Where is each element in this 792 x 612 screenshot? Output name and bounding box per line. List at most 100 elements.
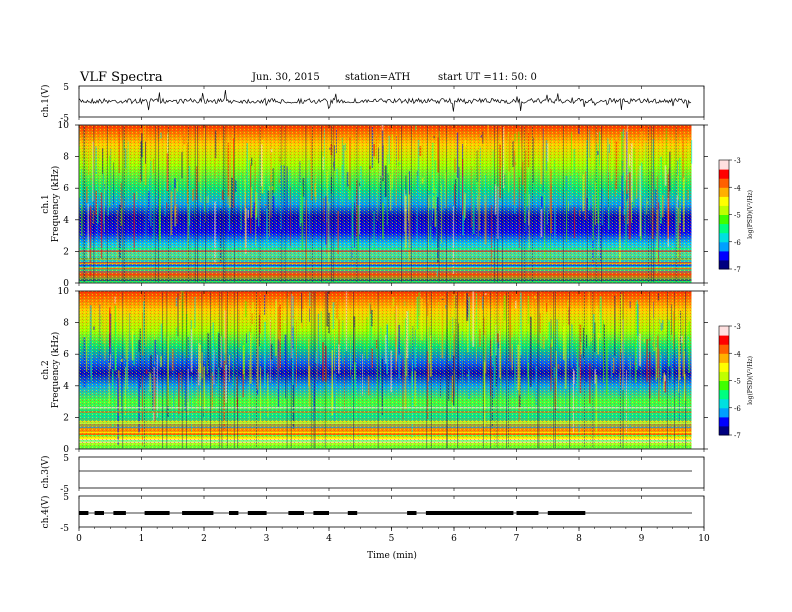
- ch1-tick-bottom: -5: [60, 114, 69, 124]
- colorbar-label: log(PSD)(V²/Hz): [747, 190, 754, 239]
- ch4-pulse: [547, 511, 586, 515]
- ch3-waveform-ylabel: ch.3(V): [40, 456, 51, 489]
- colorbar-swatch: [719, 326, 729, 336]
- ticks1-label: 10: [58, 121, 70, 131]
- colorbar-swatch: [719, 205, 729, 215]
- colorbar-tick-label: -5: [734, 378, 741, 386]
- colorbar-swatch: [719, 416, 729, 427]
- ch2-channel-label: ch.2: [41, 360, 51, 379]
- ch2-spectrogram-panel: 10 8 6 4 2 0 ch.2 Frequency (kHz): [41, 287, 708, 455]
- colorbar-swatch: [719, 223, 729, 234]
- colorbar-tick-label: -4: [734, 184, 741, 192]
- colorbar-tick-label: -3: [734, 323, 741, 331]
- colorbar-tick-label: -6: [734, 405, 741, 413]
- colorbar-swatch: [719, 389, 729, 400]
- ch3-tick-top: 5: [63, 454, 69, 464]
- colorbar-swatch: [719, 425, 729, 436]
- ticks1-label: 4: [63, 216, 69, 226]
- colorbar-swatch: [719, 214, 729, 225]
- ch2-frequency-ylabel: Frequency (kHz): [50, 332, 61, 409]
- colorbar-swatch: [719, 196, 729, 206]
- ch4-pulse: [347, 511, 358, 515]
- ticks2-label: 4: [63, 382, 69, 392]
- ch4-waveform-panel: 5 -5 ch.4(V): [40, 493, 705, 534]
- colorbar-swatch: [719, 398, 729, 409]
- colorbar-swatch: [719, 259, 729, 270]
- station-label: station=ATH: [345, 72, 411, 83]
- colorbar-swatch: [719, 344, 729, 354]
- ch4-pulse: [94, 511, 104, 515]
- ticks1-label: 2: [63, 247, 69, 257]
- colorbar-swatch: [719, 335, 729, 345]
- ch4-pulse: [113, 511, 126, 515]
- ch3-waveform-panel: 5 -5 ch.3(V): [40, 454, 705, 495]
- ch4-pulse: [247, 511, 267, 515]
- ch4-tick-top: 5: [63, 493, 69, 503]
- colorbar-swatch: [719, 353, 729, 363]
- colorbar-swatch: [719, 362, 729, 372]
- date-label: Jun. 30, 2015: [252, 72, 320, 83]
- ch1-channel-label: ch.1: [41, 194, 51, 213]
- colorbar-ch2: -3 -4 -5 -6 -7 log(PSD)(V²/Hz): [718, 323, 754, 440]
- colorbar-swatch: [719, 232, 729, 243]
- colorbar-swatch: [719, 187, 729, 197]
- time-tick-label: 10: [698, 534, 710, 544]
- time-axis: 0 1 2 3 4 5 6 7 8 9 10: [76, 86, 710, 544]
- time-tick-label: 1: [139, 534, 145, 544]
- colorbar-tick-label: -7: [734, 266, 741, 274]
- ch1-waveform-panel: 5 -5 ch.1(V): [40, 83, 705, 124]
- colorbar-swatch: [719, 407, 729, 418]
- colorbar-tick-label: -3: [734, 157, 741, 165]
- time-tick-label: 5: [389, 534, 395, 544]
- ch1-frequency-ylabel: Frequency (kHz): [50, 166, 61, 243]
- colorbar-swatch: [719, 380, 729, 391]
- ch4-pulse: [144, 511, 170, 515]
- colorbar-tick-label: -7: [734, 432, 741, 440]
- ch4-pulse: [79, 511, 89, 515]
- start-ut-label: start UT =: [438, 72, 492, 83]
- ch1-waveform-ylabel: ch.1(V): [40, 85, 51, 118]
- time-tick-label: 7: [514, 534, 520, 544]
- ch1-tick-top: 5: [63, 83, 69, 93]
- ch1-waveform-trace: [78, 90, 692, 112]
- plot-title: VLF Spectra: [80, 70, 163, 85]
- ch4-waveform-ylabel: ch.4(V): [40, 496, 51, 529]
- ch1-spectrogram-panel: 10 8 6 4 2 0 ch.1 Frequency (kHz): [41, 121, 708, 289]
- time-axis-label: Time (min): [367, 550, 417, 561]
- ch1-frequency-ticks: 10 8 6 4 2 0: [58, 121, 708, 289]
- colorbar-label: log(PSD)(V²/Hz): [747, 356, 754, 405]
- time-tick-label: 9: [639, 534, 645, 544]
- ch2-frequency-ticks: 10 8 6 4 2 0: [58, 287, 708, 455]
- colorbar-ch1: -3 -4 -5 -6 -7 log(PSD)(V²/Hz): [718, 157, 754, 274]
- colorbar-tick-label: -4: [734, 350, 741, 358]
- ch4-tick-bottom: -5: [60, 524, 69, 534]
- ticks2-label: 10: [58, 287, 70, 297]
- ch4-pulse: [407, 511, 417, 515]
- ch4-pulse: [288, 511, 304, 515]
- ch4-pulse: [229, 511, 239, 515]
- time-tick-label: 8: [576, 534, 582, 544]
- time-tick-label: 4: [326, 534, 332, 544]
- colorbar-swatch: [719, 160, 729, 170]
- colorbar-swatch: [719, 371, 729, 381]
- ch2-spectrogram-image: [79, 291, 692, 449]
- colorbar-tick-label: -6: [734, 239, 741, 247]
- colorbar-swatch: [719, 250, 729, 261]
- ch4-pulse: [516, 511, 539, 515]
- ch4-pulse: [182, 511, 214, 515]
- ticks2-label: 8: [63, 319, 69, 329]
- start-ut-value: 11: 50: 0: [492, 72, 537, 83]
- ch4-pulse: [313, 511, 329, 515]
- ch1-spectrogram-image: [79, 125, 693, 283]
- ticks2-label: 6: [63, 350, 69, 360]
- ticks1-label: 0: [63, 279, 69, 289]
- time-tick-label: 3: [264, 534, 270, 544]
- ch4-waveform-pulses: [79, 511, 586, 515]
- ch3-tick-bottom: -5: [60, 485, 69, 495]
- ticks2-label: 0: [63, 445, 69, 455]
- colorbar-swatch: [719, 241, 729, 252]
- ticks1-label: 6: [63, 184, 69, 194]
- ch4-pulse: [425, 511, 514, 515]
- colorbar-tick-label: -5: [734, 212, 741, 220]
